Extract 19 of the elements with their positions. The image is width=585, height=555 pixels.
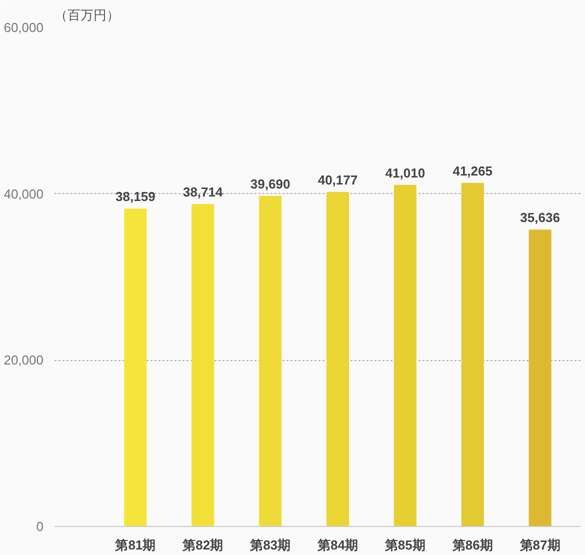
x-tick-label: 第83期 <box>249 538 291 552</box>
x-tick-label: 第87期 <box>518 538 560 552</box>
y-tick-label: 0 <box>36 519 44 534</box>
x-tick-label: 第84期 <box>316 538 358 552</box>
data-label: 40,177 <box>318 172 358 188</box>
data-label: 41,265 <box>452 163 492 178</box>
data-label: 35,636 <box>520 210 560 226</box>
y-axis-title: （百万円） <box>54 8 120 22</box>
y-tick-label: 60,000 <box>4 20 44 35</box>
x-tick-label: 第86期 <box>451 538 493 552</box>
x-tick-label: 第81期 <box>114 538 156 552</box>
x-tick-label: 第85期 <box>384 538 426 552</box>
data-label: 41,010 <box>385 165 426 180</box>
y-tick-label: 40,000 <box>4 186 44 202</box>
x-tick-label: 第82期 <box>182 538 224 552</box>
data-label: 39,690 <box>250 176 290 192</box>
data-label: 38,714 <box>182 184 224 200</box>
y-tick-label: 20,000 <box>4 352 44 368</box>
data-label: 38,159 <box>116 189 156 204</box>
